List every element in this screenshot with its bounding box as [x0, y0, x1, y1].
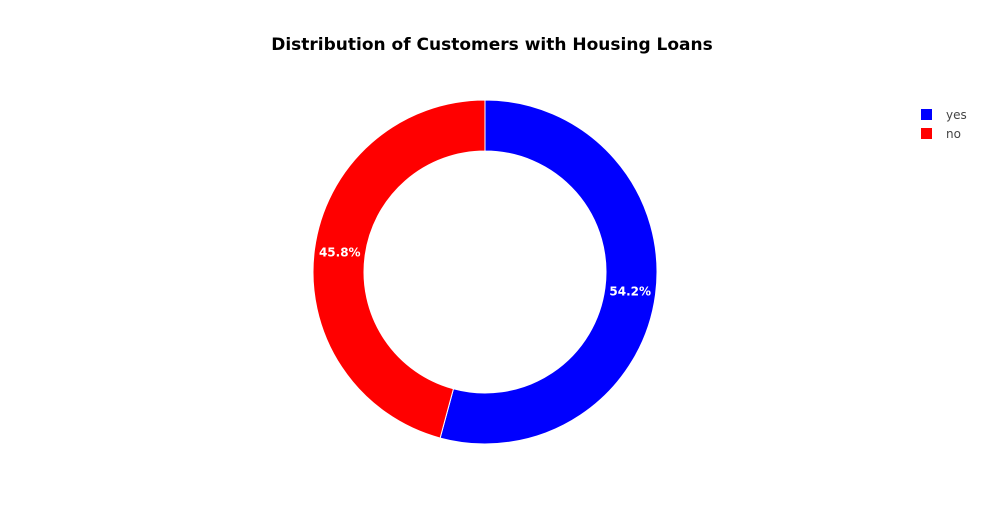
donut-slices: [312, 99, 658, 445]
slice-yes: [439, 99, 658, 445]
slice-no: [312, 99, 486, 439]
slice-label-yes: 54.2%: [609, 284, 651, 298]
legend-label-yes[interactable]: yes: [946, 108, 967, 122]
chart-title: Distribution of Customers with Housing L…: [271, 35, 713, 55]
slice-label-no: 45.8%: [319, 246, 361, 260]
legend-label-no[interactable]: no: [946, 127, 961, 141]
legend: yes no: [921, 108, 967, 141]
legend-swatch-no[interactable]: [921, 128, 932, 139]
legend-swatch-yes[interactable]: [921, 109, 932, 120]
slice-labels: 54.2% 45.8%: [319, 246, 651, 299]
